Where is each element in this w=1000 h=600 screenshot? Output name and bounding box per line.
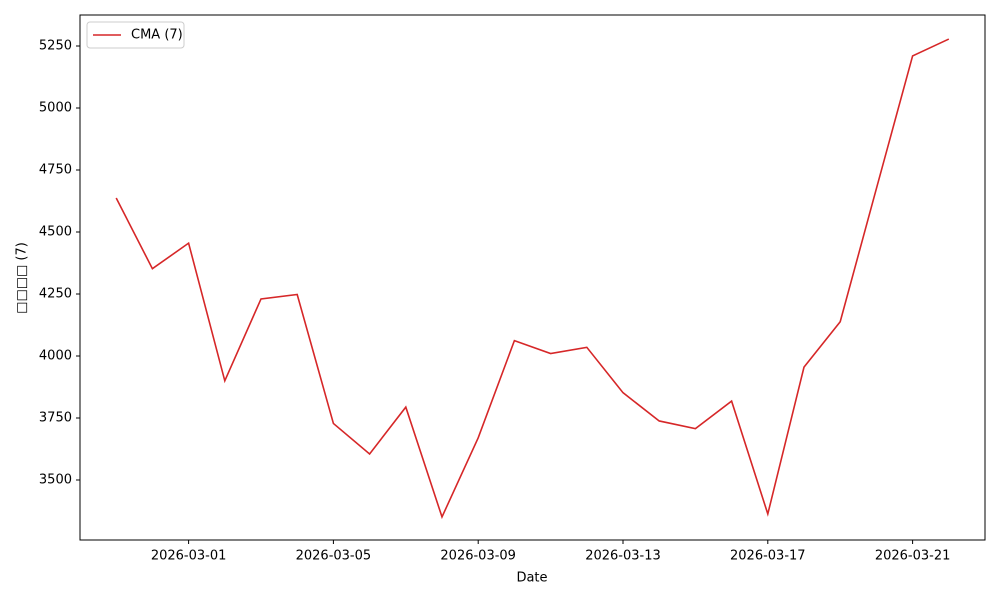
plot-frame: [79, 14, 986, 541]
y-tick-label: 3750: [39, 410, 72, 425]
y-tick-label: 3500: [39, 472, 72, 487]
x-tick-label: 2026-03-09: [440, 549, 516, 564]
y-tick-label: 4000: [39, 348, 72, 363]
y-tick-label: 4500: [39, 224, 72, 239]
legend-label: CMA (7): [131, 28, 183, 43]
x-axis-label: Date: [516, 571, 547, 586]
x-tick-label: 2026-03-05: [296, 549, 372, 564]
x-tick-label: 2026-03-01: [151, 549, 227, 564]
y-axis-label: □□□□ (7): [15, 242, 30, 314]
y-tick-label: 5000: [39, 100, 72, 115]
y-tick-label: 5250: [39, 38, 72, 53]
x-tick-label: 2026-03-17: [730, 549, 806, 564]
legend-box: [86, 21, 185, 49]
x-tick-label: 2026-03-21: [875, 549, 951, 564]
x-tick-label: 2026-03-13: [585, 549, 661, 564]
data-line: [115, 38, 950, 520]
y-tick-label: 4250: [39, 286, 72, 301]
y-tick-label: 4750: [39, 162, 72, 177]
